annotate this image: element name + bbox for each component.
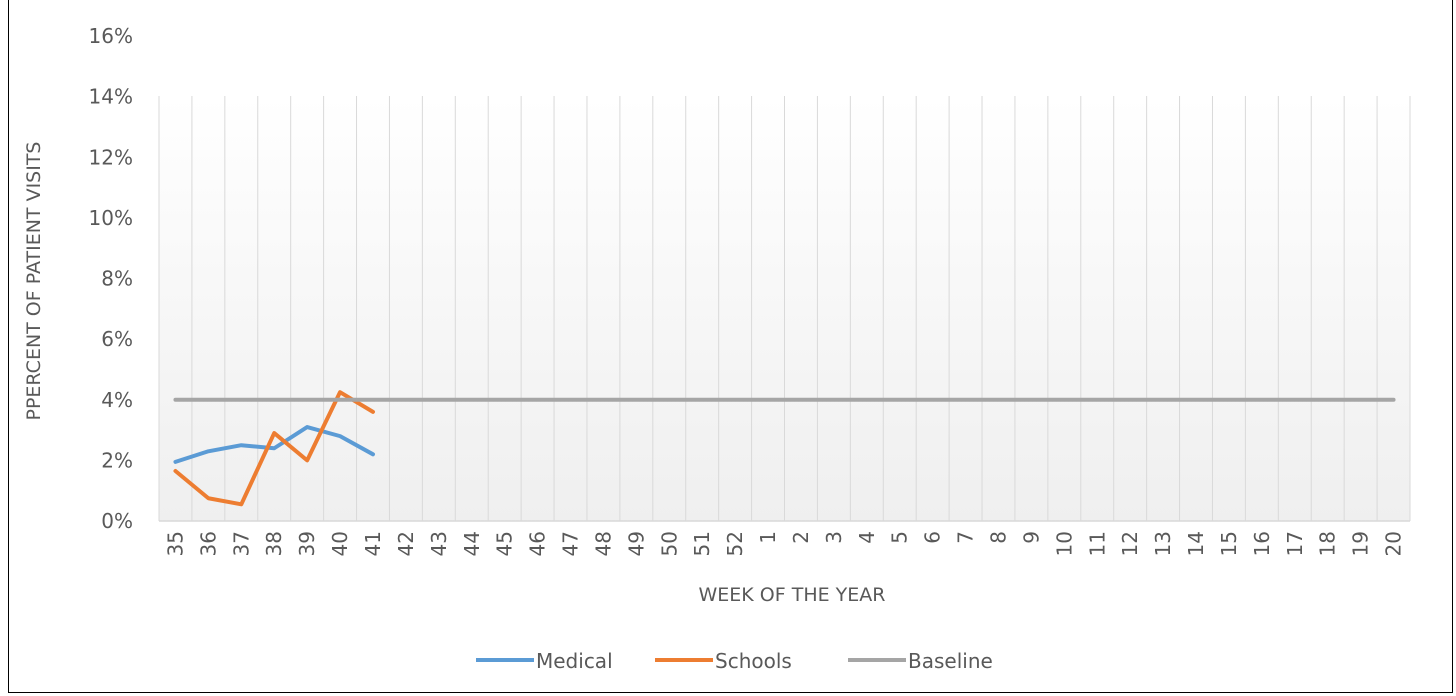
series-lines — [173, 390, 1396, 507]
x-tick-label: 15 — [1217, 531, 1241, 556]
y-tick-labels: 0% 2% 4% 6% 8% 10% 12% 14% 16% — [89, 24, 133, 533]
x-tick-label: 14 — [1184, 531, 1208, 556]
x-tick-label: 49 — [624, 531, 648, 556]
y-tick-label: 4% — [101, 388, 133, 412]
legend-label-medical: Medical — [536, 649, 613, 673]
x-tick-label: 42 — [394, 531, 418, 556]
x-tick-label: 48 — [591, 531, 615, 556]
x-tick-label: 46 — [526, 531, 550, 556]
y-tick-label: 14% — [89, 85, 133, 109]
y-tick-label: 6% — [101, 327, 133, 351]
x-tick-label: 7 — [954, 531, 978, 544]
y-tick-label: 8% — [101, 267, 133, 291]
x-tick-label: 10 — [1052, 531, 1076, 556]
series-line-schools — [173, 390, 375, 507]
x-tick-label: 38 — [262, 531, 286, 556]
legend: Medical Schools Baseline — [476, 649, 993, 673]
y-tick-label: 2% — [101, 448, 133, 472]
x-tick-label: 36 — [196, 531, 220, 556]
x-tick-label: 45 — [493, 531, 517, 556]
series-line-medical — [173, 425, 375, 464]
x-tick-label: 12 — [1118, 531, 1142, 556]
x-tick-label: 52 — [723, 531, 747, 556]
x-tick-label: 39 — [295, 531, 319, 556]
x-tick-label: 9 — [1019, 531, 1043, 544]
x-tick-label: 40 — [328, 531, 352, 556]
y-tick-label: 0% — [101, 509, 133, 533]
y-tick-label: 16% — [89, 24, 133, 48]
x-tick-label: 44 — [460, 531, 484, 556]
x-tick-label: 47 — [559, 531, 583, 556]
x-tick-label: 11 — [1085, 531, 1109, 556]
x-tick-label: 43 — [427, 531, 451, 556]
x-tick-label: 20 — [1382, 531, 1406, 556]
x-tick-label: 4 — [855, 531, 879, 544]
x-tick-labels: 35 36 37 38 39 40 41 42 43 44 45 46 47 48 49 50 51 52 1 2 3 4… — [163, 531, 1405, 556]
x-tick-label: 19 — [1349, 531, 1373, 556]
x-tick-label: 50 — [657, 531, 681, 556]
legend-label-baseline: Baseline — [908, 649, 993, 673]
y-tick-label: 10% — [89, 206, 133, 230]
x-tick-label: 8 — [986, 531, 1010, 544]
y-axis-title: PPERCENT OF PATIENT VISITS — [23, 142, 45, 421]
legend-label-schools: Schools — [715, 649, 792, 673]
x-tick-label: 41 — [361, 531, 385, 556]
x-tick-label: 17 — [1283, 531, 1307, 556]
x-tick-label: 5 — [888, 531, 912, 544]
x-tick-label: 37 — [229, 531, 253, 556]
x-tick-label: 35 — [163, 531, 187, 556]
x-tick-label: 16 — [1250, 531, 1274, 556]
x-tick-label: 18 — [1316, 531, 1340, 556]
x-tick-label: 3 — [822, 531, 846, 544]
x-axis-title: WEEK OF THE YEAR — [699, 584, 886, 606]
x-tick-label: 1 — [756, 531, 780, 544]
x-tick-label: 13 — [1151, 531, 1175, 556]
x-tick-label: 51 — [690, 531, 714, 556]
y-tick-label: 12% — [89, 145, 133, 169]
x-tick-label: 2 — [789, 531, 813, 544]
grid-lines — [158, 96, 1411, 522]
x-tick-label: 6 — [921, 531, 945, 544]
